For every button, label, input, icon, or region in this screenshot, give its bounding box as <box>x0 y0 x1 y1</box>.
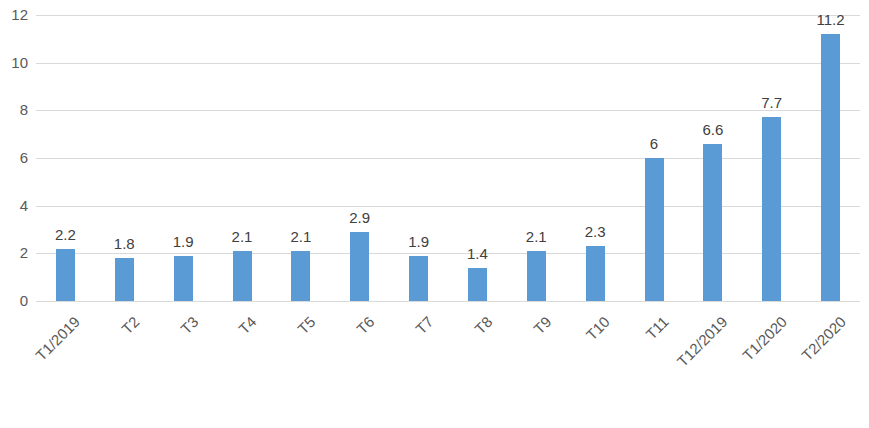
x-axis-category-label: T5 <box>294 313 318 337</box>
x-axis-category-label: T1/2019 <box>33 313 84 364</box>
data-label: 6.6 <box>678 121 748 138</box>
gridline <box>36 158 860 159</box>
bar <box>233 251 252 301</box>
x-axis-category-label: T12/2019 <box>674 313 731 370</box>
bar <box>821 34 840 301</box>
y-axis-tick-label: 10 <box>0 53 28 73</box>
gridline <box>36 63 860 64</box>
bar <box>291 251 310 301</box>
y-axis-tick-label: 4 <box>0 196 28 216</box>
data-label: 11.2 <box>796 11 866 28</box>
bar <box>527 251 546 301</box>
bar <box>115 258 134 301</box>
x-axis-category-label: T8 <box>471 313 495 337</box>
x-axis-category-label: T3 <box>177 313 201 337</box>
bar <box>350 232 369 301</box>
bar <box>409 256 428 301</box>
bar <box>586 246 605 301</box>
gridline <box>36 15 860 16</box>
data-label: 2.3 <box>560 223 630 240</box>
bar <box>468 268 487 301</box>
y-axis-tick-label: 0 <box>0 291 28 311</box>
bar <box>56 249 75 301</box>
data-label: 1.4 <box>442 245 512 262</box>
x-axis-category-label: T2/2020 <box>798 313 849 364</box>
bar <box>645 158 664 301</box>
bar <box>703 144 722 301</box>
data-label: 7.7 <box>737 94 807 111</box>
x-axis-category-label: T4 <box>236 313 260 337</box>
x-axis-category-label: T7 <box>412 313 436 337</box>
x-axis-category-label: T6 <box>353 313 377 337</box>
bar <box>174 256 193 301</box>
bar-chart: 024681012 2.21.81.92.12.12.91.91.42.12.3… <box>0 0 869 428</box>
data-label: 2.1 <box>266 228 336 245</box>
x-axis-category-label: T11 <box>643 313 673 343</box>
data-label: 2.9 <box>325 209 395 226</box>
bar <box>762 117 781 301</box>
gridline <box>36 206 860 207</box>
x-axis-category-label: T2 <box>118 313 142 337</box>
x-axis-category-label: T1/2020 <box>739 313 790 364</box>
y-axis-tick-label: 2 <box>0 243 28 263</box>
y-axis-tick-label: 12 <box>0 5 28 25</box>
y-axis-tick-label: 6 <box>0 148 28 168</box>
x-axis-category-label: T10 <box>583 313 613 343</box>
y-axis-tick-label: 8 <box>0 100 28 120</box>
gridline <box>36 301 860 302</box>
x-axis-category-label: T9 <box>530 313 554 337</box>
